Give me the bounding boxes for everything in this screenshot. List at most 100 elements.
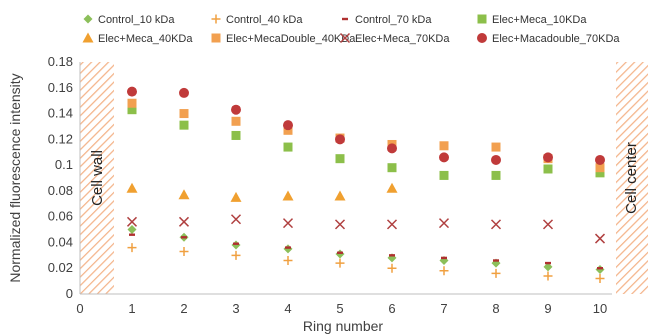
data-point (282, 190, 294, 201)
data-point (231, 250, 241, 260)
data-point (334, 190, 346, 201)
data-point (126, 182, 138, 193)
data-point (595, 163, 605, 173)
data-points (126, 86, 606, 284)
y-tick-label: 0.04 (48, 234, 73, 249)
y-tick-label: 0 (66, 286, 73, 301)
data-point (231, 130, 241, 140)
legend-marker (82, 32, 94, 43)
data-point (491, 142, 501, 152)
data-point (178, 216, 190, 227)
legend-marker (339, 32, 351, 44)
data-point (545, 261, 551, 265)
data-point (179, 120, 189, 130)
y-tick-label: 0.16 (48, 80, 73, 95)
cell-wall-band (80, 62, 114, 294)
legend-label: Elec+Meca_40KDa (98, 33, 193, 45)
legend-label: Elec+MecaDouble_40KDa (226, 33, 356, 45)
y-tick-label: 0.1 (55, 157, 73, 172)
legend: Control_10 kDa Control_40 kDa Control_70 k… (82, 14, 620, 45)
data-point (543, 152, 553, 163)
data-point (543, 271, 553, 281)
legend-label: Elec+Macadouble_70KDa (492, 33, 620, 45)
data-point (439, 170, 449, 180)
x-tick-label: 3 (232, 301, 239, 316)
data-point (543, 262, 553, 272)
data-point (231, 116, 241, 126)
legend-label: Elec+Meca_70KDa (355, 33, 450, 45)
legend-label: Control_10 kDa (98, 14, 175, 26)
data-point (493, 259, 499, 262)
data-point (334, 219, 346, 230)
data-point (491, 268, 501, 278)
data-point (233, 242, 239, 245)
data-point (127, 86, 137, 97)
axes: 0 0.02 0.04 0.06 0.08 0.1 0.12 0.14 0.16 0.18 0 1 2 3… (48, 54, 612, 316)
data-point (439, 152, 449, 163)
data-point (230, 214, 242, 225)
data-point (178, 189, 190, 200)
data-point (387, 143, 397, 154)
legend-label: Elec+Meca_10KDa (492, 14, 587, 26)
data-point (129, 233, 135, 236)
legend-item: Elec+Meca_40KDa (82, 32, 193, 45)
legend-label: Control_70 kDa (355, 14, 432, 26)
data-point (283, 125, 293, 135)
data-point (337, 251, 343, 254)
data-point (179, 87, 189, 98)
x-tick-label: 0 (76, 301, 83, 316)
data-point (127, 225, 137, 235)
data-point (386, 182, 398, 193)
y-tick-label: 0.08 (48, 183, 73, 198)
x-tick-label: 2 (180, 301, 187, 316)
y-tick-label: 0.14 (48, 106, 73, 121)
data-point (282, 218, 294, 229)
legend-marker (477, 33, 487, 43)
data-point (387, 163, 397, 173)
legend-item: Elec+Meca_10KDa (477, 14, 587, 26)
x-tick-label: 10 (593, 301, 607, 316)
cell-wall-label: Cell wall (89, 150, 106, 206)
data-point (439, 266, 449, 276)
x-tick-label: 9 (544, 301, 551, 316)
data-point (231, 104, 241, 115)
data-point (438, 218, 450, 229)
x-tick-label: 8 (492, 301, 499, 316)
data-point (491, 170, 501, 180)
legend-marker (211, 14, 221, 24)
data-point (179, 109, 189, 119)
y-tick-label: 0.18 (48, 54, 73, 69)
data-point (127, 243, 137, 253)
y-axis-title: Normalized fluorescence intensity (7, 73, 23, 282)
data-point (595, 274, 605, 284)
data-point (127, 105, 137, 115)
data-point (597, 267, 603, 270)
data-point (283, 255, 293, 265)
data-point (490, 219, 502, 230)
x-tick-label: 5 (336, 301, 343, 316)
legend-item: Control_40 kDa (211, 14, 303, 26)
x-axis-title: Ring number (303, 318, 383, 334)
data-point (335, 258, 345, 268)
x-tick-label: 7 (440, 301, 447, 316)
data-point (126, 216, 138, 227)
y-tick-label: 0.06 (48, 209, 73, 224)
data-point (285, 246, 291, 249)
data-point (335, 134, 345, 145)
legend-marker (342, 17, 348, 21)
x-tick-label: 1 (128, 301, 135, 316)
data-point (283, 120, 293, 131)
data-point (335, 154, 345, 164)
data-point (387, 263, 397, 273)
data-point (283, 142, 293, 152)
y-tick-label: 0.02 (48, 260, 73, 275)
legend-marker (211, 33, 221, 43)
data-point (179, 246, 189, 256)
legend-marker (83, 14, 93, 24)
legend-item: Elec+MecaDouble_40KDa (211, 33, 356, 45)
data-point (389, 254, 395, 257)
legend-item: Elec+Meca_70KDa (339, 32, 450, 45)
x-tick-label: 4 (284, 301, 291, 316)
data-point (595, 265, 605, 275)
